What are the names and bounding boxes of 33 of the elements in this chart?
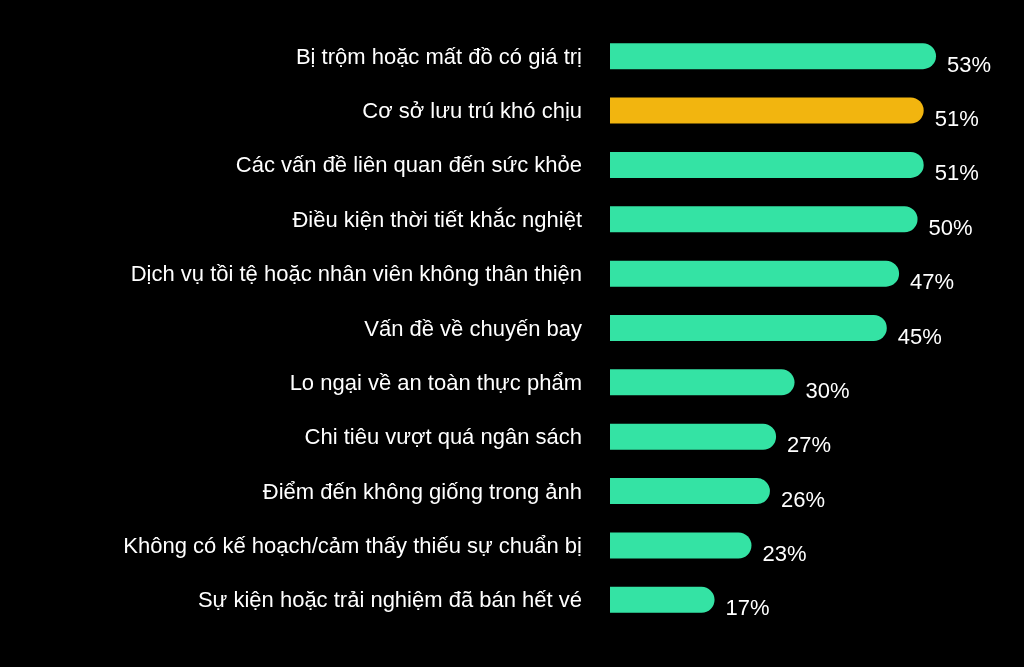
y-tick-label: Dịch vụ tồi tệ hoặc nhân viên không thân thiện — [130, 261, 582, 287]
data-label: 51% — [934, 106, 979, 132]
bar — [610, 97, 924, 124]
y-tick-label: Điều kiện thời tiết khắc nghiệt — [292, 206, 582, 232]
bar — [610, 532, 752, 559]
data-label: 27% — [787, 432, 832, 458]
y-tick-label: Bị trộm hoặc mất đồ có giá trị — [295, 43, 582, 69]
bar — [610, 423, 777, 450]
bar — [610, 586, 715, 613]
y-tick-label: Điểm đến không giống trong ảnh — [262, 478, 582, 504]
bar — [610, 478, 770, 505]
y-tick-label: Lo ngại về an toàn thực phẩm — [289, 369, 582, 395]
data-label: 53% — [947, 51, 992, 77]
bar — [610, 260, 900, 287]
y-tick-label: Vấn đề về chuyến bay — [364, 315, 582, 341]
y-tick-label: Các vấn đề liên quan đến sức khỏe — [235, 152, 582, 178]
bar — [610, 206, 918, 233]
data-label: 51% — [934, 160, 979, 186]
y-tick-label: Không có kế hoạch/cảm thấy thiếu sự chuẩn bị — [123, 532, 582, 558]
data-label: 45% — [897, 323, 942, 349]
data-label: 23% — [762, 540, 807, 566]
bar — [610, 315, 887, 341]
y-tick-label: Sự kiện hoặc trải nghiệm đã bán hết vé — [197, 587, 582, 613]
y-tick-label: Chi tiêu vượt quá ngân sách — [304, 424, 582, 450]
data-label: 50% — [928, 214, 973, 240]
data-label: 30% — [805, 377, 850, 403]
data-label: 17% — [725, 595, 770, 621]
y-tick-label: Cơ sở lưu trú khó chịu — [362, 98, 582, 124]
data-label: 47% — [910, 269, 955, 295]
bar — [610, 43, 936, 70]
bar — [610, 151, 924, 178]
bar — [610, 369, 795, 396]
data-label: 26% — [780, 486, 825, 512]
